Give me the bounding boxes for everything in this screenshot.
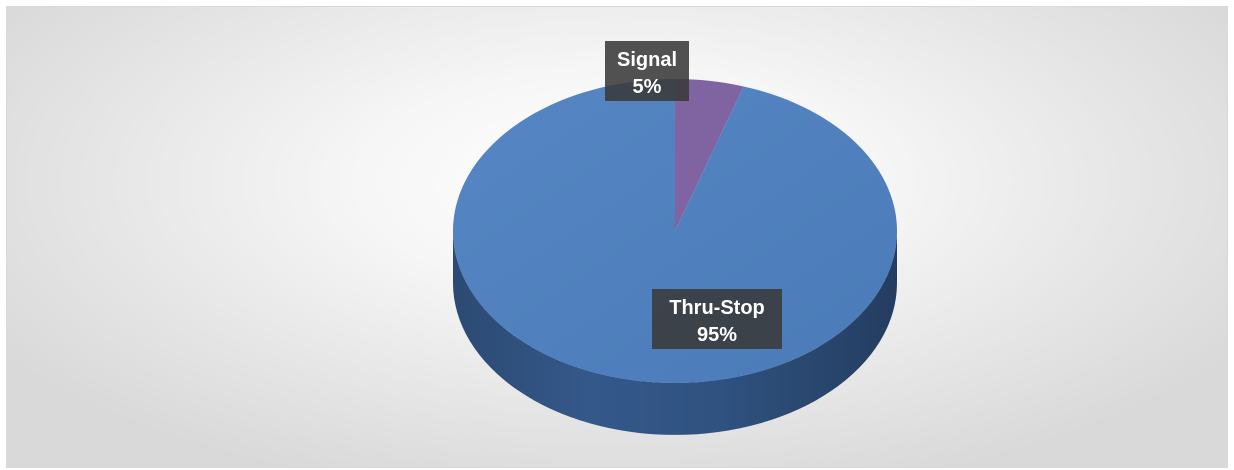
pie-top [452, 79, 897, 384]
data-label-category: Signal [617, 49, 677, 71]
data-label-signal: Signal 5% [605, 41, 689, 101]
pie-chart: Signal 5% Thru-Stop 95% [452, 41, 897, 435]
data-label-value: 95% [697, 324, 737, 346]
pie-3d-side [453, 231, 897, 435]
pie-side-wall [453, 231, 897, 435]
data-label-thru-stop: Thru-Stop 95% [652, 289, 782, 349]
pie-slice-thru-stop [452, 79, 897, 384]
chart-area: Signal 5% Thru-Stop 95% [6, 6, 1228, 468]
data-label-value: 5% [633, 76, 662, 98]
data-label-category: Thru-Stop [669, 297, 765, 319]
pie-slice-signal [675, 79, 744, 231]
pie-labels: Signal 5% Thru-Stop 95% [605, 41, 782, 349]
